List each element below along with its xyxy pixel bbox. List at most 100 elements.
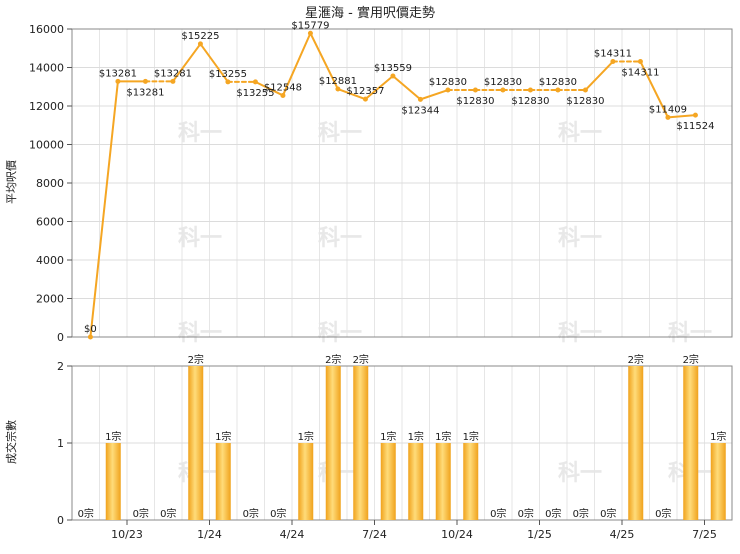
price-line-layer: $0$13281$13281$13281$15225$13255$13255$1…	[84, 20, 715, 340]
count-data-label: 0宗	[270, 507, 286, 520]
count-data-label: 1宗	[408, 430, 424, 443]
price-point	[252, 79, 258, 85]
count-bar	[408, 443, 424, 520]
price-point	[610, 59, 616, 65]
price-line-segment	[419, 89, 449, 101]
count-data-label: 0宗	[78, 507, 94, 520]
price-point	[527, 87, 533, 93]
price-point	[225, 79, 231, 85]
watermark-text: 科一	[318, 321, 362, 346]
price-data-label: $13281	[154, 68, 192, 79]
price-data-label: $0	[84, 324, 97, 335]
price-data-label: $12830	[566, 96, 604, 107]
price-y-tick-label: 14000	[29, 62, 64, 75]
count-data-label: 1宗	[710, 430, 726, 443]
time-x-axis: 10/23 1/24 4/24 7/24 10/24 1/25 4/25 7/25	[111, 520, 717, 541]
price-point	[500, 87, 506, 93]
count-y-tick-label: 1	[57, 437, 64, 450]
count-data-label: 2宗	[628, 353, 644, 366]
count-bar	[380, 443, 396, 520]
count-y-tick-label: 0	[57, 514, 64, 527]
price-line-segment	[199, 42, 229, 83]
x-tick-label: 10/23	[111, 528, 143, 541]
price-line-segment	[89, 80, 119, 338]
x-tick-label: 4/25	[610, 528, 635, 541]
price-point	[665, 114, 671, 120]
price-data-label: $11409	[649, 104, 687, 115]
price-line-segment	[584, 60, 614, 92]
price-data-label: $15779	[291, 20, 329, 31]
count-data-label: 1宗	[463, 430, 479, 443]
price-line-segment	[281, 32, 312, 97]
count-data-label: 0宗	[490, 507, 506, 520]
price-data-label: $12830	[539, 77, 577, 88]
watermark-text: 科一	[558, 226, 602, 251]
price-data-label: $14311	[621, 68, 659, 79]
price-data-label: $13281	[99, 68, 137, 79]
price-point	[445, 87, 451, 93]
price-data-label: $12357	[346, 86, 384, 97]
price-data-label: $13255	[236, 88, 274, 99]
price-y-tick-label: 8000	[36, 177, 64, 190]
price-point	[417, 96, 423, 102]
price-data-label: $12548	[264, 82, 302, 93]
count-data-label: 2宗	[325, 353, 341, 366]
price-point	[142, 78, 148, 84]
count-bar	[435, 443, 451, 520]
price-data-label: $12830	[484, 77, 522, 88]
count-data-label: 2宗	[353, 353, 369, 366]
count-data-label: 1宗	[298, 430, 314, 443]
watermark-text: 科一	[668, 321, 712, 346]
price-data-label: $14311	[594, 49, 632, 60]
count-bar	[325, 366, 341, 520]
x-tick-label: 1/25	[527, 528, 552, 541]
watermark-text: 科一	[558, 461, 602, 486]
x-tick-label: 7/25	[692, 528, 717, 541]
price-data-label: $11524	[676, 121, 714, 132]
price-point	[280, 92, 286, 98]
price-point	[115, 78, 121, 84]
count-data-label: 1宗	[380, 430, 396, 443]
watermark-layer: 科一科一科一科一科一科一科一科一科一科一科一科一科一科一	[178, 121, 712, 486]
price-point	[390, 73, 396, 79]
grid-layer	[72, 28, 732, 521]
price-y-axis-label: 平均呎價	[4, 160, 18, 204]
count-data-label: 1宗	[105, 430, 121, 443]
count-bar	[215, 443, 231, 520]
price-y-axis: 0 2000 4000 6000 8000 10000 12000 14000 16000	[29, 23, 72, 344]
count-bar	[683, 366, 699, 520]
price-data-label: $12830	[511, 96, 549, 107]
price-point	[362, 96, 368, 102]
chart-title: 星滙海 - 實用呎價走勢	[305, 5, 435, 21]
price-point	[170, 78, 176, 84]
count-data-label: 0宗	[160, 507, 176, 520]
watermark-text: 科一	[178, 321, 222, 346]
price-line-segment	[364, 74, 394, 101]
price-point	[335, 86, 341, 92]
price-point	[87, 334, 93, 340]
price-line-segment	[254, 80, 284, 97]
watermark-text: 科一	[178, 121, 222, 146]
count-data-label: 1宗	[215, 430, 231, 443]
count-data-label: 0宗	[545, 507, 561, 520]
count-data-label: 1宗	[435, 430, 451, 443]
price-line-segment	[639, 60, 669, 119]
price-point	[472, 87, 478, 93]
price-data-label: $12344	[401, 105, 439, 116]
count-y-tick-label: 2	[57, 360, 64, 373]
count-data-label: 2宗	[188, 353, 204, 366]
price-data-label: $13281	[126, 87, 164, 98]
count-bar	[628, 366, 644, 520]
price-point	[307, 30, 313, 36]
price-point	[197, 41, 203, 47]
price-y-tick-label: 2000	[36, 293, 64, 306]
count-data-label: 0宗	[573, 507, 589, 520]
watermark-text: 科一	[178, 226, 222, 251]
x-tick-label: 7/24	[362, 528, 387, 541]
price-y-tick-label: 6000	[36, 216, 64, 229]
price-point	[692, 112, 698, 118]
count-data-label: 0宗	[133, 507, 149, 520]
count-y-axis-label: 成交宗數	[4, 420, 18, 464]
price-data-label: $12830	[456, 96, 494, 107]
